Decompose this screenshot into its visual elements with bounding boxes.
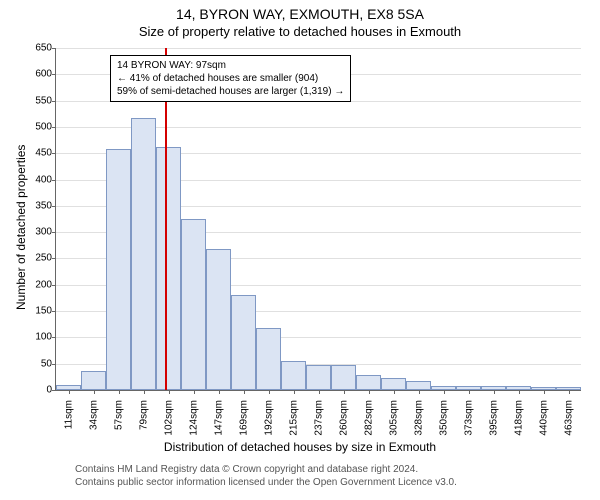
histogram-bar (156, 147, 181, 390)
xtick-label: 147sqm (213, 396, 224, 436)
xtick-label: 418sqm (513, 396, 524, 436)
xtick-mark (569, 390, 570, 394)
xtick-mark (169, 390, 170, 394)
histogram-bar (381, 378, 406, 390)
ytick-label: 150 (35, 306, 56, 317)
xtick-label: 260sqm (338, 396, 349, 436)
xtick-label: 79sqm (138, 396, 149, 430)
xtick-label: 124sqm (188, 396, 199, 436)
chart-subtitle: Size of property relative to detached ho… (0, 24, 600, 39)
xtick-mark (494, 390, 495, 394)
xtick-mark (369, 390, 370, 394)
info-line-property: 14 BYRON WAY: 97sqm (117, 59, 344, 72)
y-axis-label: Number of detached properties (14, 145, 28, 310)
xtick-mark (419, 390, 420, 394)
x-axis-label: Distribution of detached houses by size … (0, 440, 600, 454)
footer-line2: Contains public sector information licen… (75, 476, 457, 489)
xtick-mark (69, 390, 70, 394)
xtick-mark (119, 390, 120, 394)
ytick-label: 550 (35, 95, 56, 106)
histogram-bar (131, 118, 156, 390)
xtick-mark (344, 390, 345, 394)
histogram-bar (256, 328, 281, 390)
xtick-label: 102sqm (163, 396, 174, 436)
histogram-bar (81, 371, 106, 390)
histogram-bar (281, 361, 306, 390)
xtick-mark (144, 390, 145, 394)
info-line-smaller: ← 41% of detached houses are smaller (90… (117, 72, 344, 85)
xtick-mark (319, 390, 320, 394)
xtick-label: 282sqm (363, 396, 374, 436)
ytick-label: 250 (35, 253, 56, 264)
xtick-label: 463sqm (563, 396, 574, 436)
xtick-mark (394, 390, 395, 394)
histogram-bar (356, 375, 381, 390)
chart-title-address: 14, BYRON WAY, EXMOUTH, EX8 5SA (0, 6, 600, 22)
histogram-bar (406, 381, 431, 390)
ytick-label: 650 (35, 43, 56, 54)
ytick-label: 500 (35, 121, 56, 132)
xtick-label: 169sqm (238, 396, 249, 436)
histogram-bar (306, 365, 331, 390)
xtick-mark (444, 390, 445, 394)
histogram-bar (231, 295, 256, 390)
xtick-mark (469, 390, 470, 394)
ytick-label: 400 (35, 174, 56, 185)
chart-container: 14, BYRON WAY, EXMOUTH, EX8 5SA Size of … (0, 0, 600, 500)
xtick-label: 440sqm (538, 396, 549, 436)
xtick-label: 373sqm (463, 396, 474, 436)
xtick-label: 215sqm (288, 396, 299, 436)
info-line-larger: 59% of semi-detached houses are larger (… (117, 85, 344, 98)
histogram-bar (331, 365, 356, 390)
footer: Contains HM Land Registry data © Crown c… (75, 463, 457, 489)
ytick-label: 50 (41, 358, 56, 369)
histogram-bar (106, 149, 131, 390)
ytick-label: 200 (35, 279, 56, 290)
xtick-mark (94, 390, 95, 394)
xtick-label: 395sqm (488, 396, 499, 436)
ytick-label: 450 (35, 148, 56, 159)
histogram-bar (181, 219, 206, 390)
xtick-mark (194, 390, 195, 394)
ytick-label: 600 (35, 69, 56, 80)
xtick-label: 237sqm (313, 396, 324, 436)
xtick-mark (294, 390, 295, 394)
xtick-label: 305sqm (388, 396, 399, 436)
ytick-label: 100 (35, 332, 56, 343)
ytick-label: 350 (35, 200, 56, 211)
footer-line1: Contains HM Land Registry data © Crown c… (75, 463, 457, 476)
xtick-label: 34sqm (88, 396, 99, 430)
xtick-label: 11sqm (63, 396, 74, 429)
xtick-mark (519, 390, 520, 394)
ytick-label: 300 (35, 227, 56, 238)
marker-info-box: 14 BYRON WAY: 97sqm ← 41% of detached ho… (110, 55, 351, 102)
xtick-label: 192sqm (263, 396, 274, 436)
xtick-mark (269, 390, 270, 394)
xtick-mark (244, 390, 245, 394)
xtick-label: 57sqm (113, 396, 124, 430)
grid-line (56, 48, 581, 49)
ytick-label: 0 (46, 385, 56, 396)
xtick-mark (219, 390, 220, 394)
xtick-label: 350sqm (438, 396, 449, 436)
xtick-label: 328sqm (413, 396, 424, 436)
histogram-bar (206, 249, 231, 390)
xtick-mark (544, 390, 545, 394)
